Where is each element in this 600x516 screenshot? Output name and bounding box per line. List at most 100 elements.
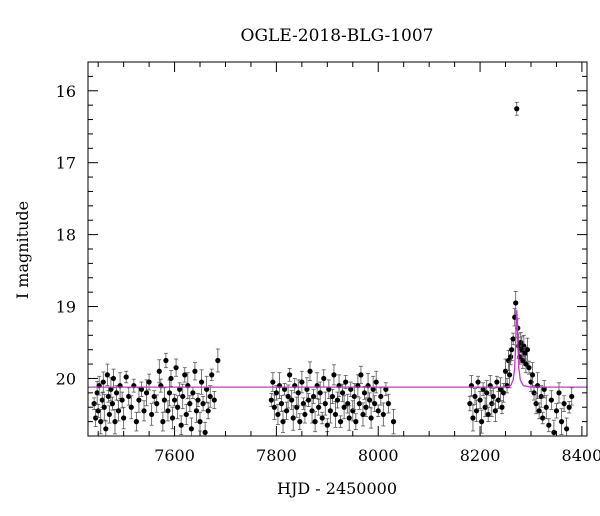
data-point [171,397,178,403]
y-tick-label: 20 [56,369,76,388]
data-point [309,408,315,414]
data-point [383,386,389,392]
data-point [475,379,481,385]
data-point [370,386,376,392]
data-point [495,397,502,403]
data-point [497,386,504,392]
data-point [341,404,347,410]
data-point [531,390,537,396]
data-point [484,390,490,396]
data-point [169,415,176,421]
data-point [115,408,122,414]
data-point [268,397,274,403]
data-point [513,300,519,306]
data-point [188,426,194,432]
data-point [271,404,277,410]
data-point [193,408,200,414]
data-point [168,375,174,382]
data-point [305,397,312,403]
data-point [485,411,491,418]
data-point [100,379,106,385]
data-point [385,401,392,407]
model-curve [88,310,587,388]
data-point [307,368,313,374]
data-point [192,368,198,374]
x-tick-label: 7600 [154,446,195,465]
plot-frame [87,61,588,437]
data-point [304,386,310,392]
data-point [324,422,330,428]
data-point [106,411,112,418]
data-point [310,393,317,400]
data-point [480,386,486,392]
data-point [113,390,120,396]
data-point [556,390,562,396]
data-point [302,411,308,418]
data-point [209,372,215,378]
data-point [136,397,142,403]
data-point [327,408,333,414]
data-point [548,397,554,403]
data-point [368,415,374,421]
data-point [138,386,145,392]
data-point [500,390,507,396]
data-point [270,379,276,385]
data-point [300,401,306,407]
data-point [133,419,139,425]
data-point [211,397,217,403]
data-point [514,106,520,112]
data-point [295,390,301,396]
data-point [523,361,529,367]
data-point [119,397,125,403]
data-point [149,411,155,418]
data-point [207,393,213,400]
data-point [533,401,539,407]
data-point [183,411,189,418]
data-point [126,393,132,400]
data-point [146,379,152,385]
data-point [287,372,293,378]
plot-area [88,101,587,436]
data-point [378,393,384,400]
data-point [123,374,129,380]
data-point [121,415,127,421]
data-point [361,390,368,396]
data-point [190,390,196,396]
data-point [334,397,341,403]
y-tick-label: 18 [56,226,76,245]
data-point [156,368,162,374]
data-point [202,429,208,436]
data-point [312,419,318,425]
data-point [502,368,509,374]
data-point [280,419,286,425]
data-point [351,393,357,400]
data-point [390,419,397,425]
data-point [101,404,107,410]
data-point [110,375,117,382]
data-point [105,393,111,400]
data-point [109,401,116,407]
data-point [337,419,344,425]
data-point [98,419,104,425]
data-point [366,397,373,403]
data-point [297,419,303,425]
data-point [319,415,325,421]
data-point [165,408,171,414]
data-point [175,404,181,410]
data-point [332,411,339,418]
data-point [522,350,528,356]
data-point [363,404,369,410]
data-point [329,393,336,400]
data-point [141,408,147,414]
data-point [154,401,160,407]
data-point [375,408,381,414]
data-point [94,390,100,396]
data-point [526,365,532,371]
data-point [490,393,496,400]
data-point [356,401,362,407]
data-point [358,372,364,378]
data-point [569,393,575,400]
data-point [380,411,386,418]
data-point [540,415,546,421]
